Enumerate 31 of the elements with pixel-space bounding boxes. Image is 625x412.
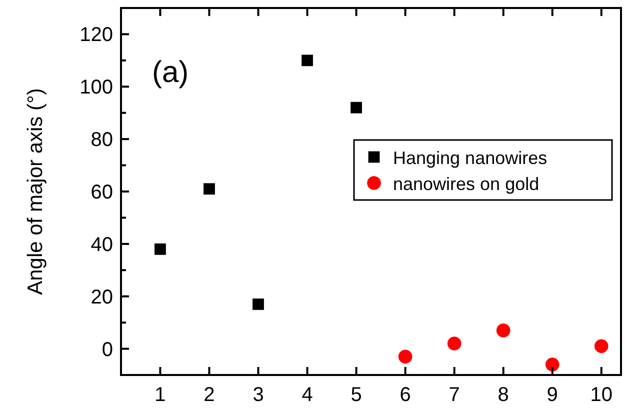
point (447, 336, 462, 350)
y-tick-label: 40 (90, 234, 113, 256)
x-tick-label: 2 (204, 384, 215, 406)
y-tick-label: 60 (90, 182, 113, 204)
x-tick-label: 10 (590, 384, 613, 406)
x-tick-label: 9 (546, 384, 558, 406)
point (545, 358, 560, 372)
point (204, 183, 215, 195)
x-tick-label: 1 (154, 384, 166, 406)
x-tick-label: 4 (302, 384, 313, 406)
point (252, 298, 264, 310)
legend-label: nanowires on gold (393, 174, 540, 194)
y-axis-title: Angle of major axis (°) (24, 88, 47, 295)
x-tick-label: 6 (400, 384, 411, 406)
point (398, 350, 412, 364)
point (594, 339, 608, 354)
x-tick-label: 8 (498, 384, 509, 406)
point (302, 54, 313, 66)
y-tick-label: 120 (80, 24, 113, 46)
y-tick-label: 80 (90, 129, 113, 152)
x-tick-label: 7 (448, 384, 460, 406)
point (350, 102, 362, 114)
legend-label: Hanging nanowires (393, 148, 548, 168)
x-tick-label: 5 (350, 384, 362, 406)
point (154, 243, 166, 255)
x-tick-label: 3 (252, 384, 264, 406)
y-tick-label: 0 (102, 338, 113, 361)
annotation: (a) (152, 56, 189, 89)
y-tick-label: 20 (90, 286, 113, 308)
point (496, 324, 510, 338)
y-tick-label: 100 (80, 76, 113, 99)
